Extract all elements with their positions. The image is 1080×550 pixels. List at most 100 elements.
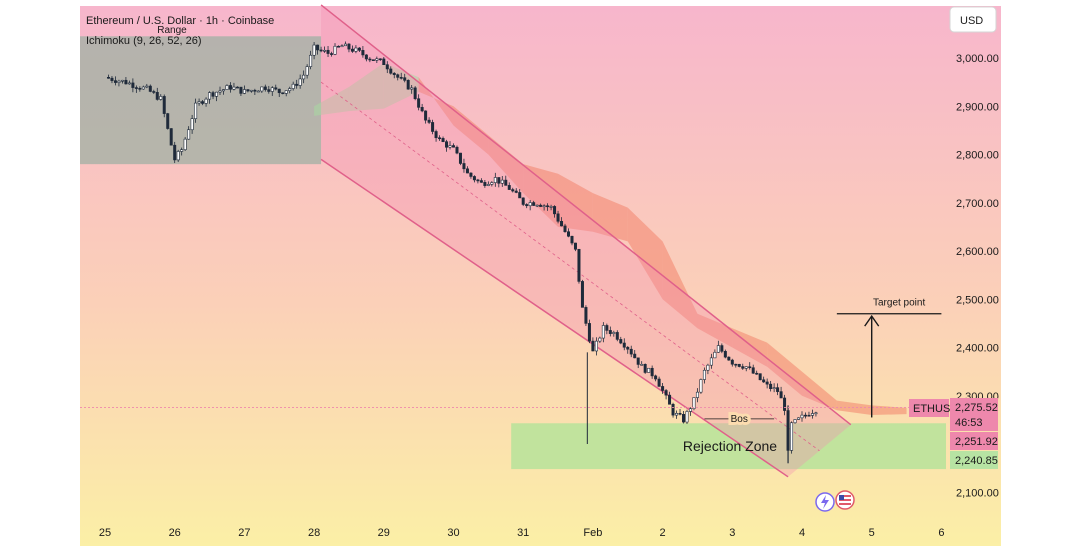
candle-body: [239, 86, 243, 94]
last-price-label: 2,275.52 46:53: [950, 398, 998, 431]
candle-body: [389, 68, 393, 74]
channel-fill: [321, 4, 851, 477]
candle-body: [803, 414, 807, 417]
candle-body: [267, 89, 271, 92]
candle-body: [134, 87, 138, 89]
candle-body: [664, 390, 668, 396]
x-tick-label: 28: [308, 527, 320, 539]
candle-body: [654, 375, 658, 380]
candle-body: [295, 83, 299, 86]
candle-body: [284, 90, 288, 94]
candle-body: [472, 176, 476, 181]
candle-body: [438, 137, 442, 140]
candle-body: [155, 92, 159, 100]
candle-body: [695, 391, 699, 398]
candle-body: [507, 185, 511, 190]
candle-body: [633, 353, 637, 359]
candle-body: [302, 74, 306, 80]
candle-body: [288, 88, 292, 91]
cloud-segment: [453, 106, 489, 155]
candle-body: [678, 413, 682, 415]
x-tick-label: 29: [378, 527, 390, 539]
y-tick-label: 2,100.00: [956, 487, 999, 499]
candle-body: [253, 89, 257, 92]
instrument-label: ETHUSD: [909, 399, 958, 417]
candle-body: [560, 220, 564, 227]
us-flag-event-icon[interactable]: [835, 490, 855, 510]
cloud-segment: [558, 173, 593, 232]
y-tick-label: 3,000.00: [956, 53, 999, 65]
y-tick-label: 2,900.00: [956, 101, 999, 113]
candle-body: [601, 325, 605, 339]
rejection-zone: [511, 423, 946, 470]
lightning-event-icon[interactable]: [815, 492, 835, 512]
candle-body: [448, 145, 452, 148]
svg-text:2,251.92: 2,251.92: [955, 436, 998, 448]
candle-body: [141, 86, 145, 90]
y-tick-label: 2,800.00: [956, 150, 999, 162]
rejection-zone-label: Rejection Zone: [683, 438, 777, 454]
candle-body: [378, 58, 382, 61]
candle-body: [490, 182, 494, 185]
candle-body: [347, 43, 351, 50]
candle-body: [539, 204, 543, 207]
candle-body: [769, 383, 773, 389]
x-tick-label: 26: [169, 527, 181, 539]
candle-body: [702, 369, 706, 380]
candle-body: [563, 225, 567, 233]
candle-body: [417, 98, 421, 108]
candle-body: [661, 386, 665, 391]
candle-body: [148, 85, 152, 92]
candle-body: [138, 88, 142, 90]
candle-body: [619, 339, 623, 344]
candle-body: [396, 74, 400, 78]
candle-body: [706, 364, 710, 371]
candle-body: [357, 47, 361, 51]
candle-body: [650, 367, 654, 377]
svg-text:2,240.85: 2,240.85: [955, 455, 998, 467]
candle-body: [591, 340, 595, 352]
candle-body: [751, 367, 755, 374]
x-axis: 25 26 27 28 29 30 31 Feb 2 3 4 5 6: [99, 527, 945, 539]
candle-body: [371, 59, 375, 61]
channel-lower-line: [320, 158, 789, 478]
candle-body: [584, 307, 588, 324]
candle-body: [511, 189, 515, 192]
candle-body: [504, 179, 508, 186]
cloud-segment: [836, 400, 872, 416]
candle-body: [120, 79, 124, 82]
candle-body: [221, 89, 225, 92]
candle-body: [333, 45, 337, 55]
candle-body: [117, 80, 121, 83]
candle-body: [479, 180, 483, 183]
candle-body: [451, 145, 455, 148]
candle-body: [699, 379, 703, 393]
cloud-segment: [383, 62, 419, 109]
candle-body: [612, 332, 616, 334]
candle-body: [730, 359, 734, 365]
x-tick-label: 27: [238, 527, 250, 539]
candle-body: [577, 248, 581, 282]
x-tick-label: Feb: [583, 527, 602, 539]
candle-body: [354, 47, 358, 52]
currency-button[interactable]: [949, 6, 997, 33]
candle-body: [528, 202, 532, 207]
price-level-label-1: 2,251.92: [950, 432, 998, 450]
candle-body: [671, 403, 675, 416]
x-tick-label: 4: [799, 527, 805, 539]
candle-body: [716, 345, 720, 353]
candle-body: [486, 184, 490, 186]
candle-body: [458, 152, 462, 164]
target-label: Target point: [873, 298, 925, 309]
candle-body: [256, 90, 260, 93]
candle-body: [682, 414, 686, 423]
candle-body: [106, 77, 110, 79]
candle-body: [434, 131, 438, 139]
candle-body: [807, 414, 811, 417]
candle-body: [685, 411, 689, 423]
candle-body: [573, 242, 577, 250]
candle-body: [615, 332, 619, 340]
cloud-segment: [523, 164, 559, 227]
candle-body: [636, 357, 640, 365]
